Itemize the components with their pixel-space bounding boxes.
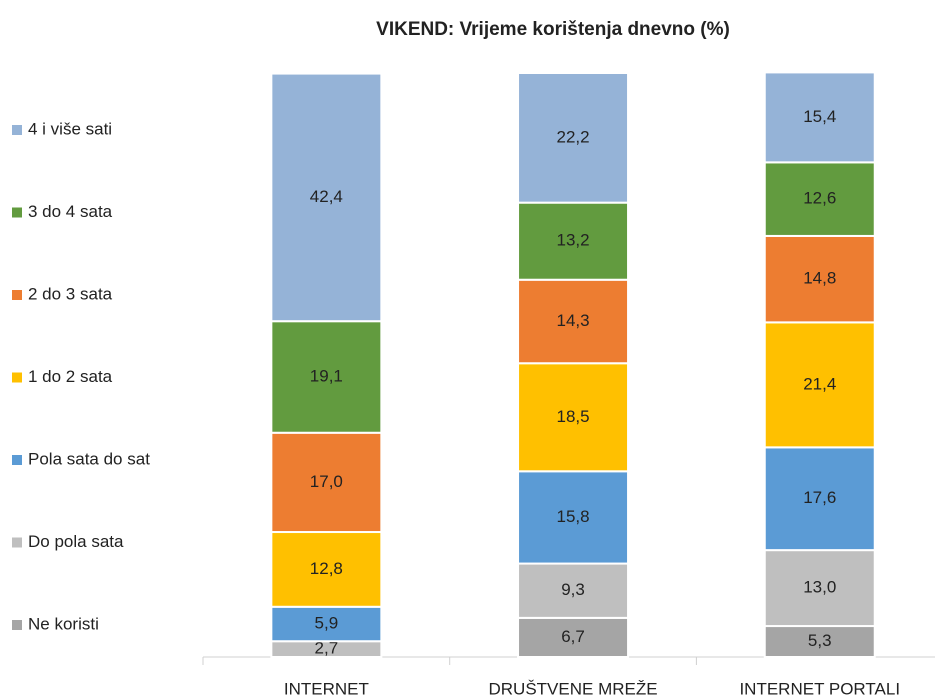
bar-segment [763, 625, 876, 658]
bar-segment [270, 320, 383, 434]
bar-segment [763, 234, 876, 324]
data-label: 18,5 [557, 407, 590, 426]
bar-segment [763, 446, 876, 552]
data-label: 5,3 [808, 631, 832, 650]
legend-label: Pola sata do sat [28, 449, 150, 468]
data-label: 22,2 [557, 127, 590, 146]
data-label: 17,6 [803, 488, 836, 507]
data-label: 5,9 [315, 613, 339, 632]
data-label: 12,8 [310, 559, 343, 578]
bar-segment [517, 470, 630, 565]
data-label: 19,1 [310, 366, 343, 385]
legend-label: 2 do 3 sata [28, 284, 113, 303]
data-label: 17,0 [310, 472, 343, 491]
data-label: 6,7 [561, 627, 585, 646]
data-label: 14,3 [557, 311, 590, 330]
data-label: 12,6 [803, 189, 836, 208]
legend-swatch [12, 537, 22, 548]
bar-segment [517, 362, 630, 473]
legend-label: 4 i više sati [28, 119, 112, 138]
chart-title: VIKEND: Vrijeme korištenja dnevno (%) [376, 19, 730, 40]
legend-label: Ne koristi [28, 614, 99, 633]
legend-swatch [12, 372, 22, 383]
bar-segment [763, 161, 876, 237]
bar-segment [763, 549, 876, 628]
data-label: 13,2 [557, 231, 590, 250]
data-label: 15,8 [557, 507, 590, 526]
legend-label: 3 do 4 sata [28, 202, 113, 221]
bar-segment [517, 201, 630, 281]
bar-segment [270, 531, 383, 608]
bar-segment [270, 431, 383, 534]
data-label: 15,4 [803, 107, 836, 126]
bar-segment [517, 562, 630, 619]
data-label: 42,4 [310, 187, 343, 206]
data-label: 14,8 [803, 269, 836, 288]
bar-segment [517, 616, 630, 659]
data-label: 2,7 [315, 639, 339, 658]
legend-swatch [12, 207, 22, 218]
legend-label: Do pola sata [28, 532, 124, 551]
data-label: 9,3 [561, 580, 585, 599]
legend-swatch [12, 290, 22, 300]
x-tick-label: DRUŠTVENE MREŽE [489, 679, 658, 698]
x-tick-label: INTERNET PORTALI [739, 679, 900, 698]
data-label: 13,0 [803, 578, 836, 597]
legend-swatch [12, 620, 22, 630]
legend-label: 1 do 2 sata [28, 367, 113, 386]
bar-segment [763, 321, 876, 449]
bar-segment [517, 278, 630, 365]
bar-segment [517, 72, 630, 204]
data-label: 21,4 [803, 374, 836, 393]
legend-swatch [12, 455, 22, 465]
bar-segment [270, 72, 383, 323]
x-tick-label: INTERNET [284, 679, 369, 698]
legend-swatch [12, 125, 22, 135]
bar-segment [763, 71, 876, 164]
